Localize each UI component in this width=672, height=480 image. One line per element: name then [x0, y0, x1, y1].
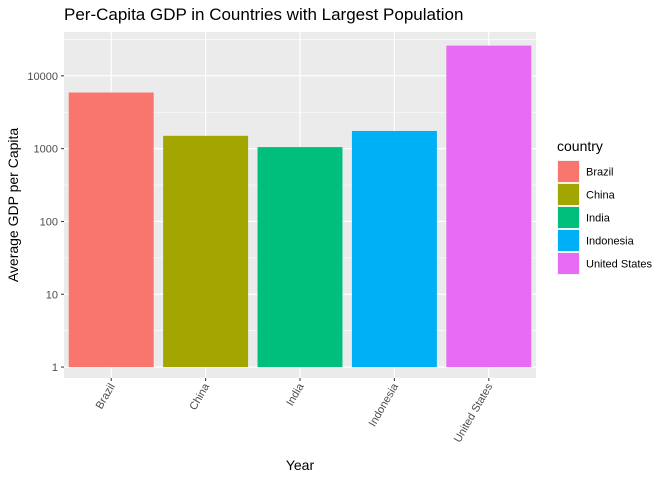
x-tick-label: Indonesia [367, 381, 402, 429]
bar-india [257, 147, 343, 368]
x-tick-label: Brazil [94, 382, 118, 412]
legend-swatch [558, 184, 579, 205]
y-axis: 1 10 100 1000 10000 [27, 71, 64, 374]
legend: country Brazil China India Indonesia United … [557, 138, 653, 275]
legend-title: country [557, 138, 603, 154]
legend-swatch [558, 207, 579, 228]
bar-united-states [446, 45, 532, 368]
chart-title: Per-Capita GDP in Countries with Largest… [64, 5, 463, 24]
legend-label: China [586, 190, 616, 202]
legend-swatch [558, 230, 579, 251]
y-tick-label: 10000 [27, 71, 58, 83]
legend-label: Indonesia [586, 236, 635, 248]
x-axis-title: Year [286, 457, 315, 473]
bar-indonesia [351, 130, 437, 368]
y-axis-title: Average GDP per Capita [5, 128, 21, 283]
y-tick-label: 1 [52, 362, 58, 374]
bars [68, 45, 532, 368]
x-tick-label: India [284, 381, 307, 408]
legend-swatch [558, 161, 579, 182]
y-tick-label: 10 [46, 289, 58, 301]
legend-label: Brazil [586, 167, 614, 179]
bar-brazil [68, 92, 154, 368]
legend-label: India [586, 213, 611, 225]
x-tick-label: United States [452, 381, 496, 445]
bar-china [163, 135, 249, 368]
y-tick-label: 1000 [34, 144, 58, 156]
legend-swatch [558, 253, 579, 274]
y-tick-label: 100 [40, 216, 58, 228]
legend-label: United States [586, 259, 653, 271]
x-tick-label: China [187, 381, 212, 413]
x-axis: Brazil China India Indonesia United States [94, 378, 496, 445]
